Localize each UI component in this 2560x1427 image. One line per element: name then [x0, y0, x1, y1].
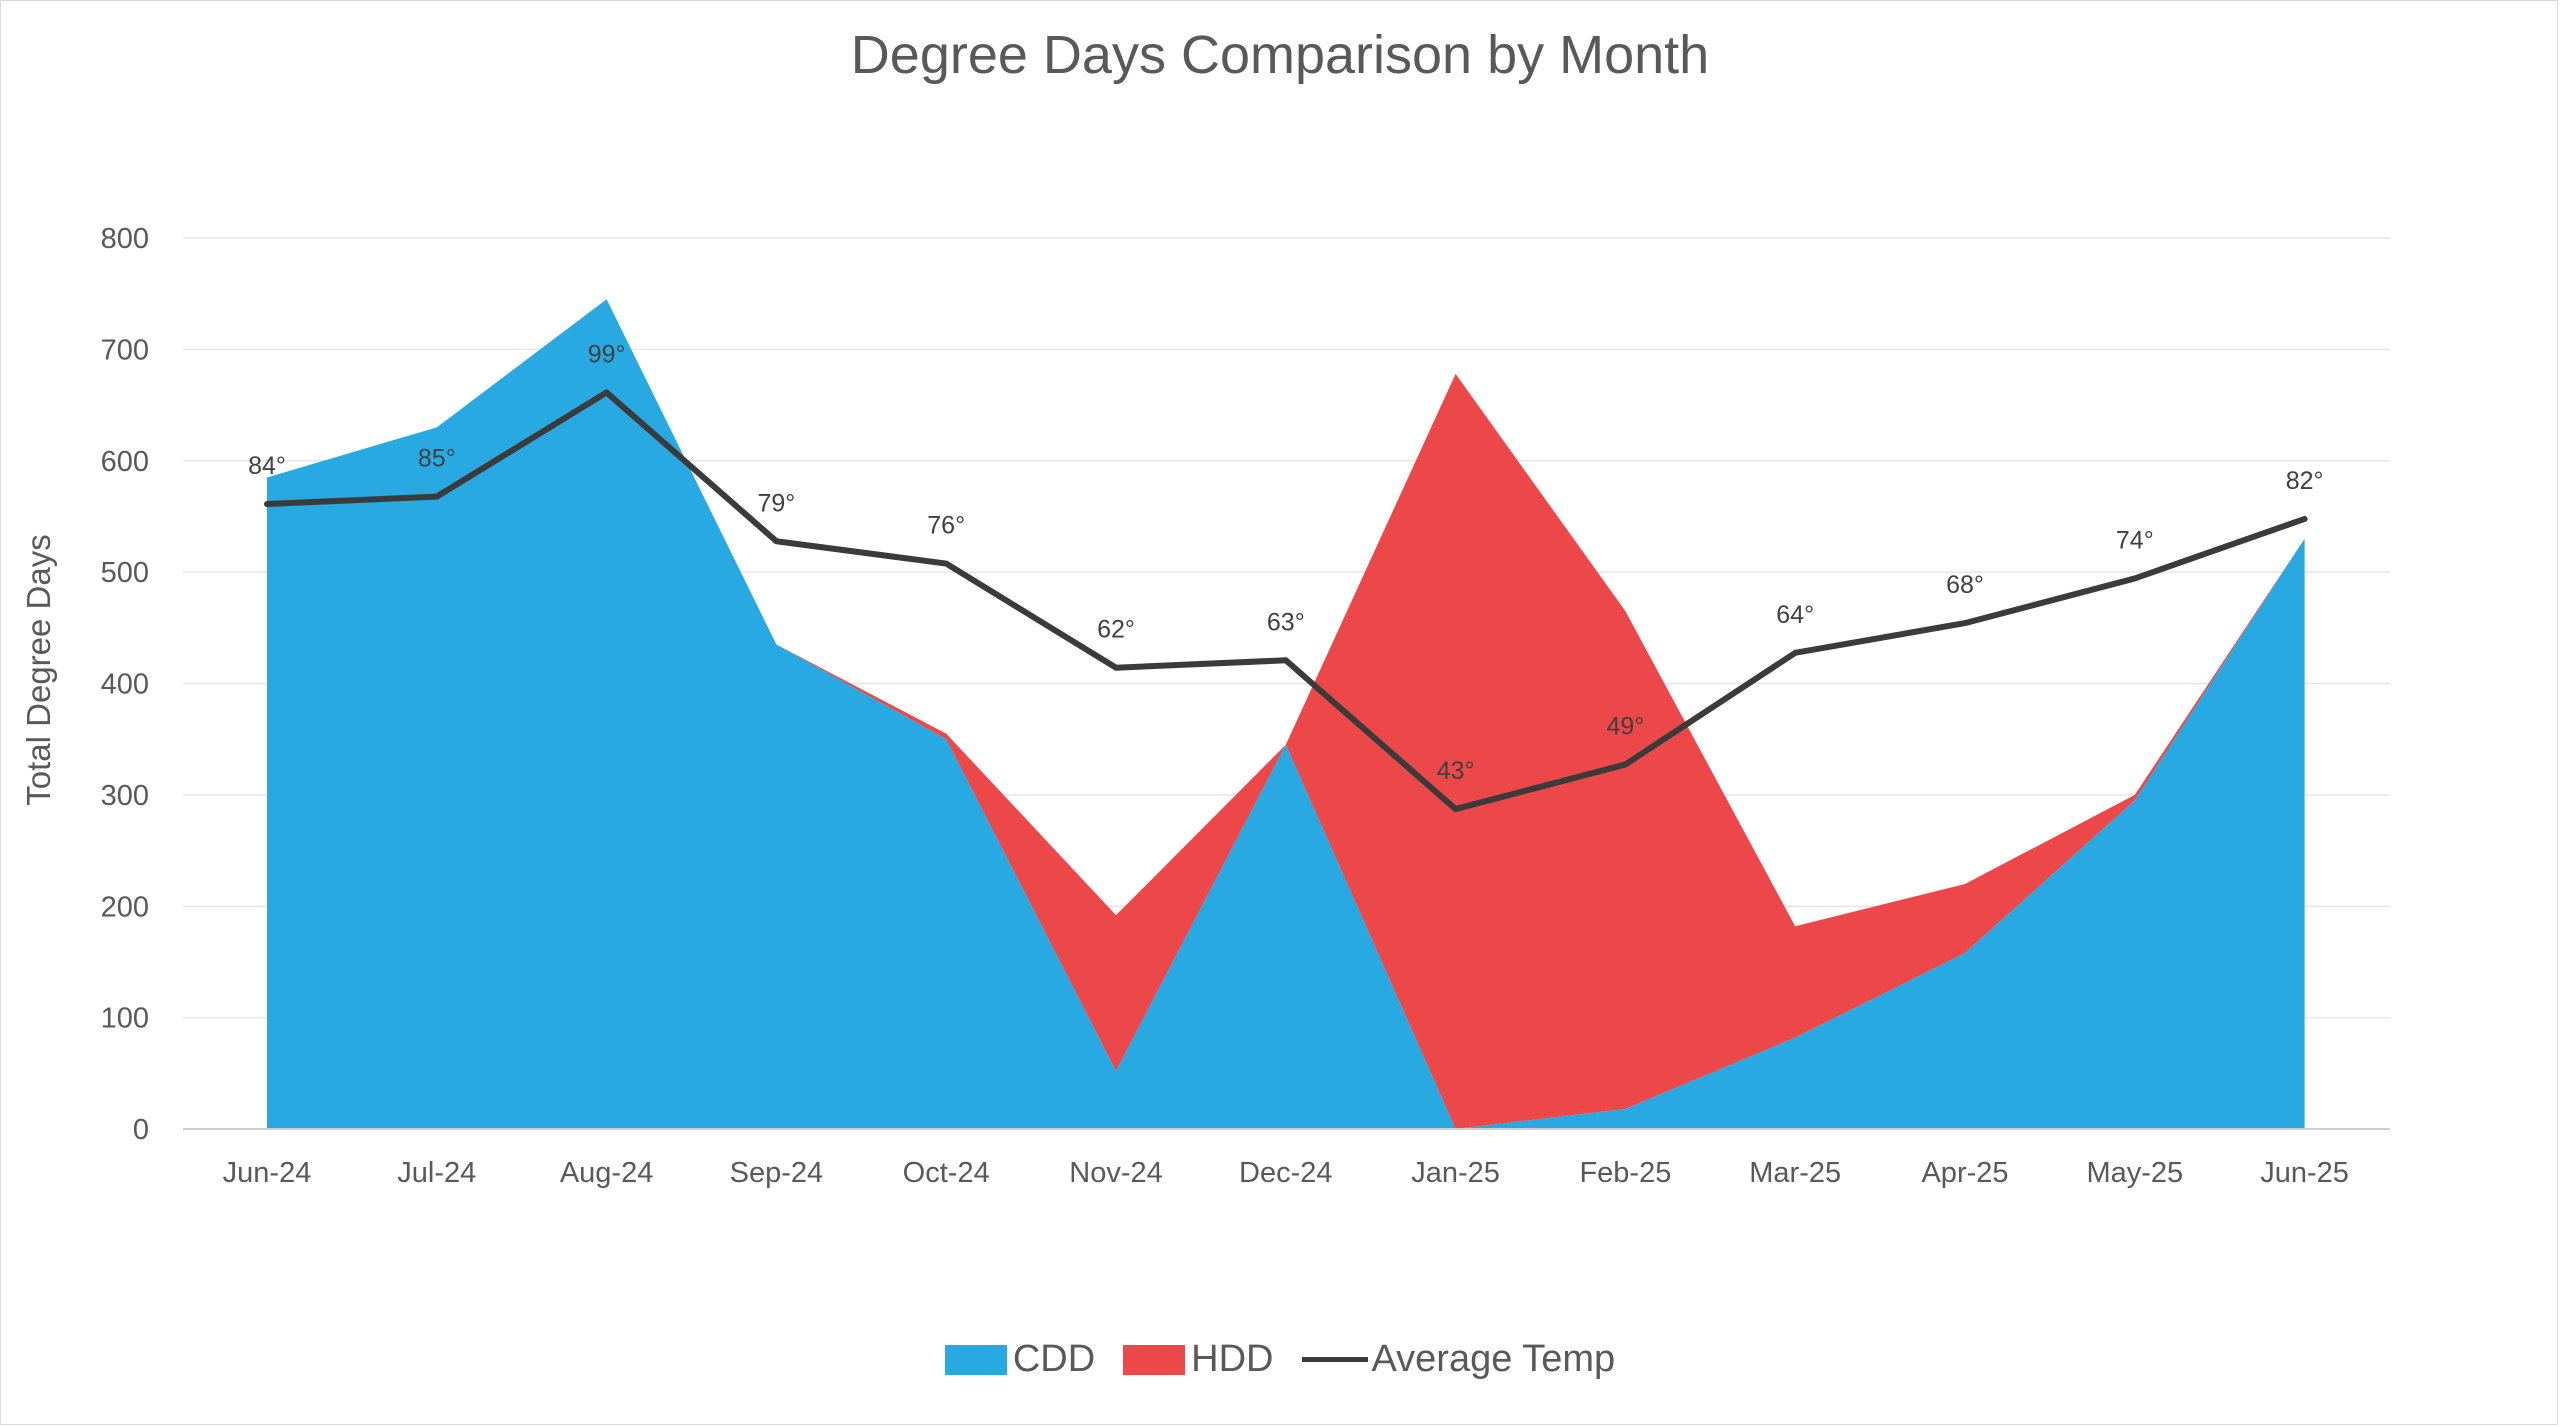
- x-tick-label-apr-25: Apr-25: [1921, 1157, 2008, 1189]
- data-label-aug-24: 99°: [588, 340, 626, 368]
- data-label-mar-25: 64°: [1776, 601, 1814, 629]
- y-tick-label-400: 400: [101, 669, 149, 701]
- x-tick-label-jul-24: Jul-24: [397, 1157, 476, 1189]
- data-label-jun-24: 84°: [248, 452, 286, 480]
- y-tick-label-200: 200: [101, 891, 149, 923]
- y-tick-label-100: 100: [101, 1003, 149, 1035]
- x-tick-label-feb-25: Feb-25: [1579, 1157, 1671, 1189]
- legend-item-cdd[interactable]: CDD: [944, 1338, 1096, 1381]
- x-tick-label-oct-24: Oct-24: [903, 1157, 990, 1189]
- data-label-apr-25: 68°: [1946, 571, 1984, 599]
- legend-swatch-hdd: [1123, 1344, 1186, 1375]
- x-tick-label-aug-24: Aug-24: [560, 1157, 654, 1189]
- data-label-jun-25: 82°: [2286, 467, 2324, 495]
- data-label-sep-24: 79°: [757, 489, 795, 517]
- legend-swatch-cdd: [944, 1344, 1007, 1375]
- data-label-nov-24: 62°: [1097, 616, 1135, 644]
- y-tick-label-600: 600: [101, 446, 149, 478]
- x-tick-label-mar-25: Mar-25: [1749, 1157, 1841, 1189]
- data-label-jan-25: 43°: [1437, 757, 1475, 785]
- legend-label-average-temp: Average Temp: [1371, 1338, 1616, 1380]
- area-series: [267, 299, 2305, 1130]
- data-labels: 84° 85° 99° 79° 76° 62° 63° 43° 49° 64° 68° 74° 82°: [248, 340, 2323, 785]
- data-label-dec-24: 63°: [1267, 608, 1305, 636]
- y-tick-label-0: 0: [133, 1114, 149, 1146]
- x-axis-ticks: Jun-24 Jul-24 Aug-24 Sep-24 Oct-24 Nov-24 Dec-…: [223, 1157, 2349, 1189]
- data-label-jul-24: 85°: [418, 445, 456, 473]
- y-axis-title: Total Degree Days: [20, 534, 57, 805]
- x-tick-label-jun-25: Jun-25: [2260, 1157, 2349, 1189]
- y-tick-label-500: 500: [101, 557, 149, 589]
- legend-label-cdd: CDD: [1012, 1338, 1096, 1380]
- legend-label-hdd: HDD: [1191, 1338, 1274, 1380]
- x-tick-label-jun-24: Jun-24: [223, 1157, 312, 1189]
- x-tick-label-may-25: May-25: [2086, 1157, 2183, 1189]
- x-tick-label-dec-24: Dec-24: [1239, 1157, 1333, 1189]
- area-cdd: [267, 299, 2305, 1130]
- y-axis-ticks: 0 100 200 300 400 500 600 700 800: [101, 223, 149, 1146]
- legend-item-average-temp[interactable]: Average Temp: [1301, 1338, 1616, 1381]
- x-tick-label-nov-24: Nov-24: [1069, 1157, 1163, 1189]
- data-label-oct-24: 76°: [927, 512, 965, 540]
- legend: CDD HDD Average Temp: [0, 1338, 2560, 1381]
- line-average-temp: [264, 389, 2308, 813]
- data-label-feb-25: 49°: [1606, 712, 1644, 740]
- y-tick-label-700: 700: [101, 334, 149, 366]
- data-label-may-25: 74°: [2116, 526, 2154, 554]
- line-series: [264, 389, 2308, 813]
- legend-swatch-average-temp: [1301, 1357, 1368, 1362]
- chart-title: Degree Days Comparison by Month: [850, 25, 1710, 85]
- x-tick-label-jan-25: Jan-25: [1411, 1157, 1500, 1189]
- x-tick-label-sep-24: Sep-24: [730, 1157, 824, 1189]
- y-tick-label-800: 800: [101, 223, 149, 255]
- legend-item-hdd[interactable]: HDD: [1123, 1338, 1274, 1381]
- y-tick-label-300: 300: [101, 780, 149, 812]
